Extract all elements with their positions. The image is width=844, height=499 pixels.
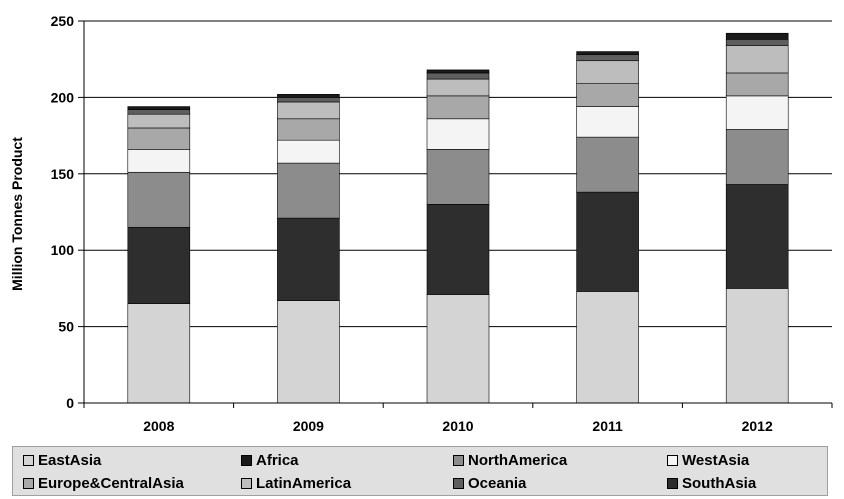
legend-label-africa: Africa [256, 451, 299, 469]
legend-label-westasia: WestAsia [682, 451, 750, 469]
bar-2010-westasia [426, 118, 490, 150]
legend-item-europe-centralasia: Europe&CentralAsia [23, 474, 184, 492]
bar-2012-northamerica [725, 129, 789, 185]
x-tick-label-2008: 2008 [143, 418, 174, 434]
y-axis-label: Million Tonnes Product [9, 137, 25, 291]
legend-label-eastasia: EastAsia [38, 451, 102, 469]
bar-2008-latinamerica [127, 113, 191, 129]
bar-2010-africa [426, 69, 490, 74]
stacked-bar-chart: 0 50 100 150 200 250 2008 2009 2010 2011 2012 Mil… [9, 13, 833, 434]
bar-2008-northamerica [127, 171, 191, 228]
bar-2009-westasia [277, 139, 340, 164]
legend-label-latinamerica: LatinAmerica [256, 474, 352, 492]
legend: EastAsia Africa NorthAmerica WestAsia Europe… [12, 446, 828, 496]
x-tick-label-2011: 2011 [592, 418, 623, 434]
bar-2009-southasia [277, 217, 340, 301]
legend-item-oceania: Oceania [453, 474, 526, 492]
bar-2010-europe-centralasia [426, 95, 490, 120]
bar-2012-africa [725, 32, 789, 40]
bar-2010-eastasia [426, 294, 490, 404]
bar-2011-africa [576, 51, 639, 55]
bar-2012-oceania [725, 39, 789, 46]
bars-group [127, 32, 789, 404]
legend-swatch-europe-centralasia [23, 477, 34, 489]
bar-2008-europe-centralasia [127, 127, 191, 150]
bar-2010-southasia [426, 204, 490, 295]
legend-swatch-oceania [453, 477, 464, 489]
bar-2012-europe-centralasia [725, 72, 789, 97]
y-tick-labels: 0 50 100 150 200 250 [51, 13, 75, 411]
bar-2009-oceania [277, 97, 340, 103]
legend-swatch-latinamerica [241, 477, 252, 489]
bar-2011-northamerica [576, 136, 639, 193]
bar-2012-southasia [725, 184, 789, 289]
bar-2011-latinamerica [576, 60, 639, 84]
legend-swatch-westasia [667, 454, 678, 466]
bar-2011-eastasia [576, 291, 639, 404]
y-tick-label-150: 150 [51, 166, 75, 182]
legend-item-latinamerica: LatinAmerica [241, 474, 351, 492]
legend-label-northamerica: NorthAmerica [468, 451, 568, 469]
legend-label-europe-centralasia: Europe&CentralAsia [38, 474, 184, 492]
legend-item-westasia: WestAsia [667, 451, 749, 469]
legend-item-southasia: SouthAsia [667, 474, 756, 492]
bar-2008-southasia [127, 226, 191, 304]
bar-2012-eastasia [725, 288, 789, 404]
x-tick-label-2010: 2010 [442, 418, 473, 434]
bar-2010-oceania [426, 72, 490, 80]
bar-2012-latinamerica [725, 45, 789, 74]
y-tick-label-100: 100 [51, 242, 75, 258]
bar-2009-latinamerica [277, 101, 340, 120]
legend-item-northamerica: NorthAmerica [453, 451, 567, 469]
axes [83, 21, 833, 408]
y-tick-label-50: 50 [58, 319, 74, 335]
bar-2009-europe-centralasia [277, 118, 340, 141]
bar-2008-africa [127, 106, 191, 110]
bar-2011-westasia [576, 106, 639, 138]
legend-label-oceania: Oceania [468, 474, 527, 492]
legend-swatch-africa [241, 454, 252, 466]
bar-2011-europe-centralasia [576, 83, 639, 107]
bar-2011-oceania [576, 54, 639, 62]
bar-2008-oceania [127, 109, 191, 115]
bar-2009-northamerica [277, 162, 340, 219]
bar-2011-southasia [576, 191, 639, 292]
bar-2010-latinamerica [426, 78, 490, 97]
bar-2010-northamerica [426, 149, 490, 205]
x-tick-labels: 2008 2009 2010 2011 2012 [143, 418, 773, 434]
bar-2012-westasia [725, 95, 789, 130]
legend-label-southasia: SouthAsia [682, 474, 757, 492]
x-tick-label-2012: 2012 [742, 418, 773, 434]
bar-2008-westasia [127, 149, 191, 173]
x-tick-label-2009: 2009 [293, 418, 324, 434]
bar-2008-eastasia [127, 303, 191, 404]
legend-item-eastasia: EastAsia [23, 451, 101, 469]
legend-swatch-northamerica [453, 454, 464, 466]
legend-swatch-southasia [667, 477, 678, 489]
bar-2009-africa [277, 94, 340, 98]
y-tick-label-200: 200 [51, 89, 75, 105]
y-tick-label-250: 250 [51, 13, 75, 29]
bar-2009-eastasia [277, 300, 340, 404]
y-tick-label-0: 0 [66, 395, 74, 411]
legend-swatch-eastasia [23, 454, 34, 466]
legend-item-africa: Africa [241, 451, 299, 469]
